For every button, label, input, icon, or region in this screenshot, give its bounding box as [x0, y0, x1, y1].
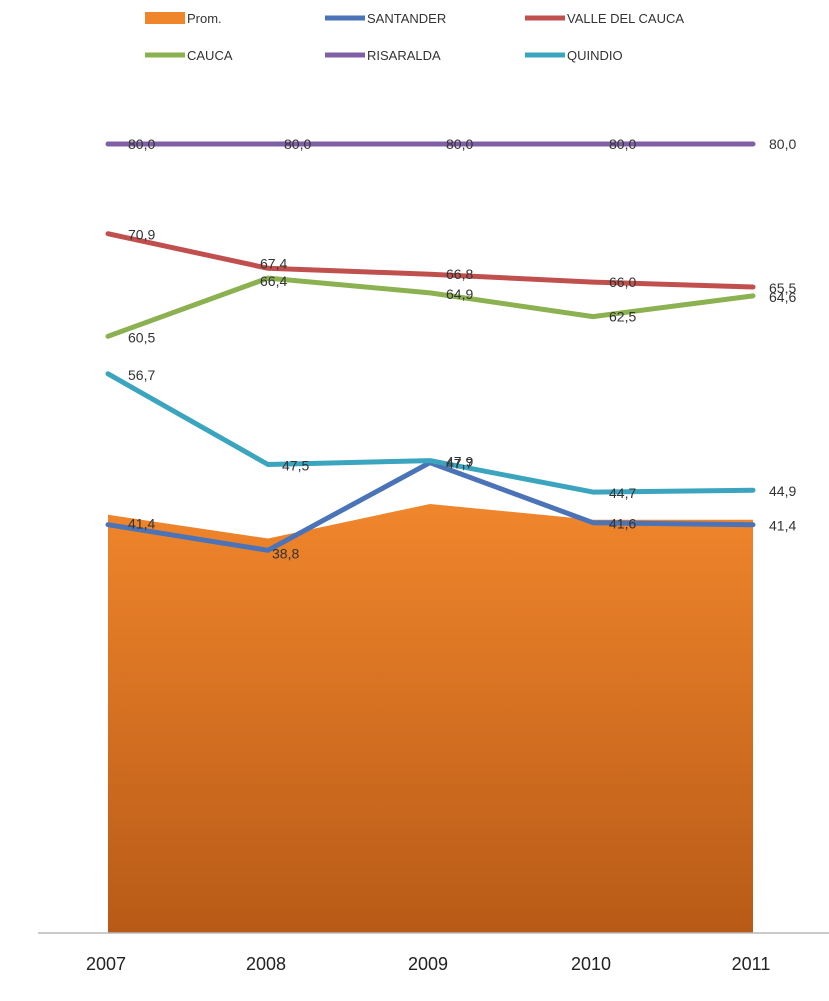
x-axis-ticks: 2007 2008 2009 2010 2011: [86, 954, 770, 974]
data-label-risaralda-2010: 80,0: [609, 136, 636, 152]
legend-item-quindio: QUINDIO: [525, 48, 623, 63]
x-tick-label-2008: 2008: [246, 954, 286, 974]
data-label-cauca-2009: 64,9: [446, 286, 473, 302]
data-label-risaralda-2009: 80,0: [446, 136, 473, 152]
data-label-valle-del-cauca-2009: 66,8: [446, 266, 473, 282]
series-line-valle-del-cauca: [105, 231, 756, 290]
legend-label: VALLE DEL CAUCA: [567, 11, 684, 26]
legend-item-prom: Prom.: [145, 11, 222, 26]
x-tick-label-2010: 2010: [571, 954, 611, 974]
legend-item-santander: SANTANDER: [325, 11, 446, 26]
data-label-santander-2007: 41,4: [128, 516, 155, 532]
data-label-santander-2009: 47,7: [446, 456, 473, 472]
data-label-cauca-2011: 64,6: [769, 289, 796, 305]
data-label-risaralda-2008: 80,0: [284, 136, 311, 152]
data-label-santander-2008: 38,8: [272, 545, 299, 561]
legend-label: SANTANDER: [367, 11, 446, 26]
data-label-cauca-2007: 60,5: [128, 329, 155, 345]
legend-label: Prom.: [187, 11, 222, 26]
area-prom: [108, 504, 753, 933]
data-label-risaralda-2011: 80,0: [769, 136, 796, 152]
legend-item-valle-del-cauca: VALLE DEL CAUCA: [525, 11, 684, 26]
data-label-valle-del-cauca-2010: 66,0: [609, 274, 636, 290]
legend-item-cauca: CAUCA: [145, 48, 233, 63]
legend-label: RISARALDA: [367, 48, 441, 63]
data-label-quindio-2008: 47,5: [282, 458, 309, 474]
data-label-quindio-2009: 47,9: [446, 454, 473, 470]
data-label-valle-del-cauca-2008: 67,4: [260, 255, 287, 271]
data-labels-group: 41,4 38,8 47,7 41,6 41,4 70,9 67,4 66,8 66,0 65,5…: [128, 136, 796, 561]
legend-label: CAUCA: [187, 48, 233, 63]
area-series-prom: [108, 504, 753, 933]
line-series-group: [105, 141, 756, 553]
series-line-quindio: [105, 371, 756, 495]
data-label-cauca-2010: 62,5: [609, 309, 636, 325]
legend-item-risaralda: RISARALDA: [325, 48, 441, 63]
legend-label: QUINDIO: [567, 48, 623, 63]
data-label-cauca-2008: 66,4: [260, 273, 287, 289]
legend-swatch: [145, 12, 185, 24]
data-label-quindio-2007: 56,7: [128, 367, 155, 383]
chart-legend: Prom. SANTANDER VALLE DEL CAUCA CAUCA RISARA…: [145, 11, 684, 63]
data-label-valle-del-cauca-2007: 70,9: [128, 227, 155, 243]
x-tick-label-2011: 2011: [732, 954, 771, 974]
series-line-cauca: [105, 275, 756, 339]
data-label-quindio-2010: 44,7: [609, 485, 636, 501]
data-label-quindio-2011: 44,9: [769, 483, 796, 499]
data-label-valle-del-cauca-2011: 65,5: [769, 280, 796, 296]
data-label-santander-2010: 41,6: [609, 516, 636, 532]
data-label-santander-2011: 41,4: [769, 518, 796, 534]
x-tick-label-2009: 2009: [408, 954, 448, 974]
x-tick-label-2007: 2007: [86, 954, 126, 974]
data-label-risaralda-2007: 80,0: [128, 136, 155, 152]
